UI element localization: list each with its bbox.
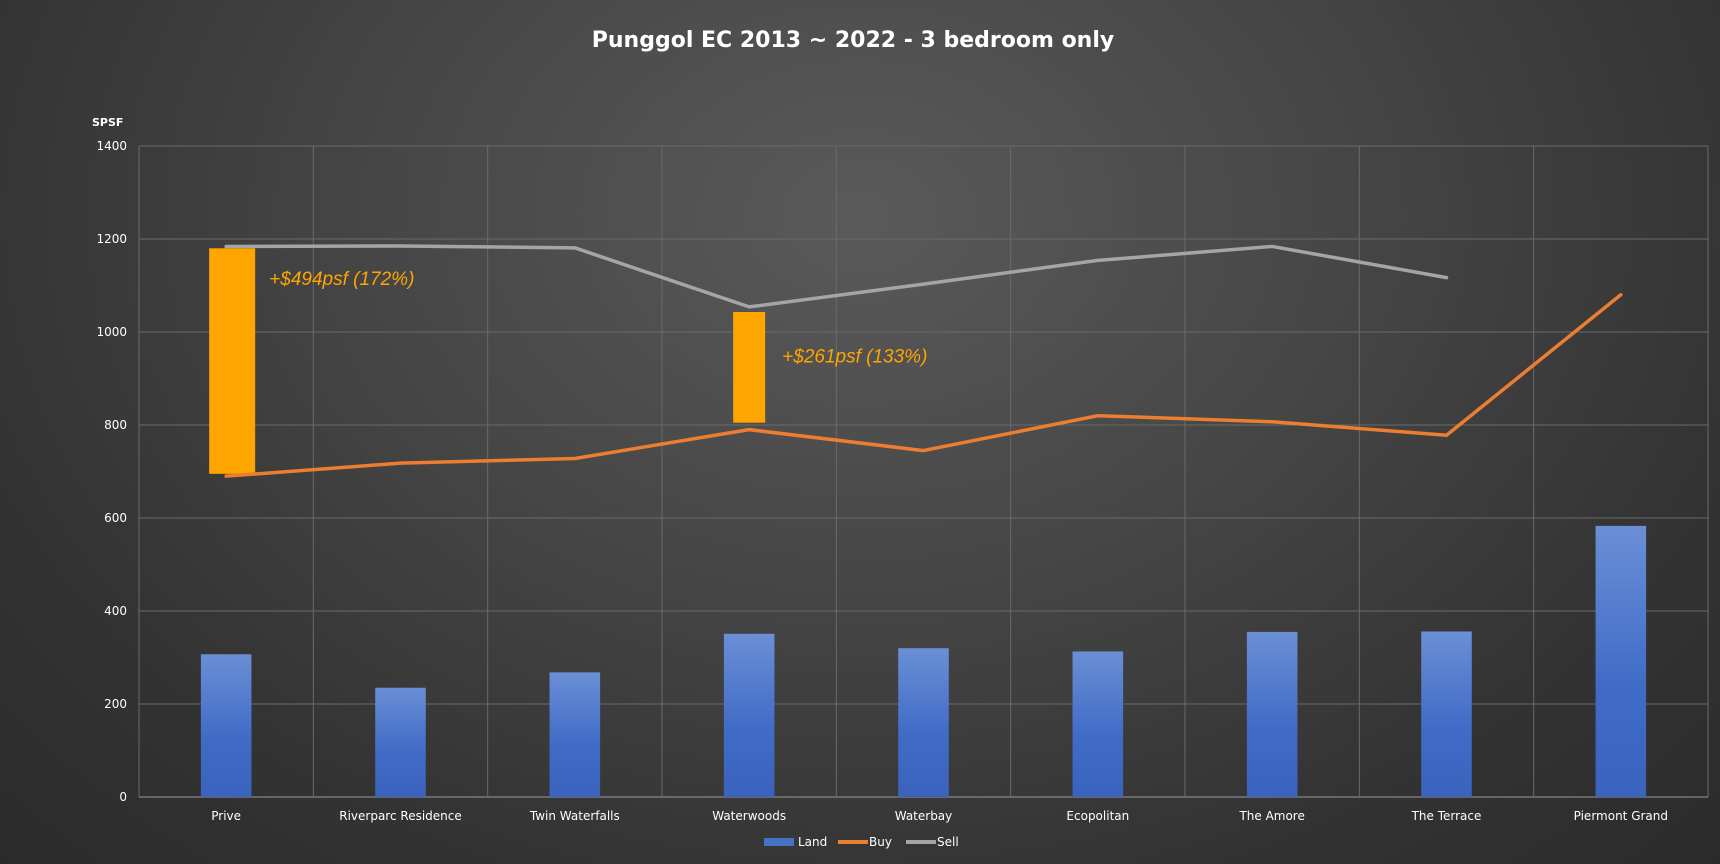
y-axis-unit-label: SPSF xyxy=(92,116,123,129)
x-category-label: Riverparc Residence xyxy=(339,809,462,823)
y-tick-label: 800 xyxy=(104,418,127,432)
point-sell xyxy=(573,246,577,250)
point-buy xyxy=(921,448,926,453)
point-sell xyxy=(224,244,228,249)
x-category-label: Piermont Grand xyxy=(1574,809,1668,823)
point-sell xyxy=(747,305,751,309)
bar-land xyxy=(549,672,601,797)
bar-land xyxy=(1421,631,1472,797)
annotation-label: +$494psf (172%) xyxy=(269,269,414,290)
y-tick-label: 1400 xyxy=(96,139,127,153)
x-category-label: The Terrace xyxy=(1411,809,1482,823)
annotation-label: +$261psf (133%) xyxy=(782,346,927,367)
bar-land xyxy=(1246,631,1298,797)
y-tick-label: 1200 xyxy=(96,232,127,246)
y-tick-label: 0 xyxy=(119,790,127,804)
y-axis-ticks: 0 200 400 600 800 1000 1200 1400 xyxy=(96,139,127,804)
y-tick-label: 200 xyxy=(104,697,127,711)
x-category-label: Ecopolitan xyxy=(1066,809,1129,823)
point-sell xyxy=(398,244,403,248)
point-buy xyxy=(1096,414,1100,418)
point-buy xyxy=(1444,433,1449,437)
legend-label: Land xyxy=(798,835,827,849)
x-category-label: Prive xyxy=(211,809,241,823)
bar-land xyxy=(200,654,252,797)
legend-item-land: Land xyxy=(764,835,827,849)
bar-land xyxy=(375,687,426,797)
point-buy xyxy=(573,456,577,461)
line-sell xyxy=(224,244,1449,309)
x-category-label: Twin Waterfalls xyxy=(529,809,620,823)
point-buy xyxy=(1270,420,1274,424)
gridlines xyxy=(138,145,1709,798)
point-sell xyxy=(1096,258,1100,262)
point-buy xyxy=(747,428,751,432)
line-buy xyxy=(224,293,1623,478)
point-sell xyxy=(1270,244,1274,249)
legend-label: Buy xyxy=(869,835,892,849)
legend-item-buy: Buy xyxy=(838,835,892,849)
x-category-label: Waterwoods xyxy=(712,809,786,823)
y-tick-label: 1000 xyxy=(96,325,127,339)
x-category-label: Waterbay xyxy=(895,809,953,823)
point-sell xyxy=(1444,275,1449,280)
bar-land xyxy=(1595,525,1647,797)
bar-land xyxy=(723,633,775,797)
annotation-bar xyxy=(733,312,766,423)
legend-label: Sell xyxy=(937,835,959,849)
point-buy xyxy=(398,461,403,465)
x-axis-categories: Prive Riverparc Residence Twin Waterfalls W… xyxy=(211,809,1668,823)
annotation-bar xyxy=(209,248,256,474)
bars-land xyxy=(200,525,1647,797)
point-sell xyxy=(921,282,926,286)
bar-land xyxy=(898,648,949,797)
x-category-label: The Amore xyxy=(1238,809,1304,823)
lines xyxy=(224,244,1623,478)
bar-land xyxy=(1072,651,1124,797)
annotations: +$494psf (172%) +$261psf (133%) xyxy=(209,248,927,474)
legend: Land Buy Sell xyxy=(764,835,959,849)
chart-title: Punggol EC 2013 ~ 2022 - 3 bedroom only xyxy=(592,28,1114,53)
y-tick-label: 400 xyxy=(104,604,127,618)
point-buy xyxy=(1619,293,1623,297)
point-buy xyxy=(224,474,228,478)
y-tick-label: 600 xyxy=(104,511,127,525)
legend-item-sell: Sell xyxy=(906,835,959,849)
